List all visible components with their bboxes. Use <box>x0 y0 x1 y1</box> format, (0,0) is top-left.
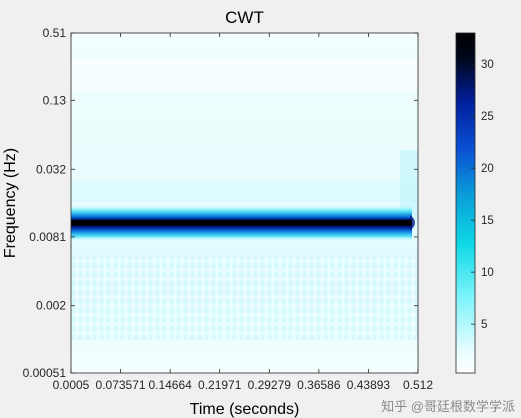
x-tick-label: 0.43893 <box>347 378 391 392</box>
y-axis-label: Frequency (Hz) <box>2 148 19 258</box>
colorbar-tick-label: 25 <box>481 111 494 123</box>
colorbar: 5 10 15 20 25 30 <box>455 32 494 374</box>
x-axis-label: Time (seconds) <box>190 401 300 418</box>
y-axis: 0.51 0.13 0.032 0.0081 0.002 0.00051 <box>23 26 418 380</box>
x-tick-label: 0.073571 <box>96 378 146 392</box>
colorbar-tick-label: 5 <box>481 319 487 331</box>
x-tick-label: 0.21971 <box>198 378 242 392</box>
watermark: 知乎 @哥廷根数学学派 <box>381 399 515 414</box>
chart-title: CWT <box>225 8 264 27</box>
colorbar-ticks: 5 10 15 20 25 30 <box>471 59 494 331</box>
x-axis: 0.0005 0.073571 0.14664 0.21971 0.29279 0.365… <box>53 33 433 392</box>
y-tick-label: 0.032 <box>36 162 66 176</box>
y-tick-label: 0.00051 <box>23 366 67 380</box>
y-tick-label: 0.002 <box>36 299 66 313</box>
mid-haze-band <box>71 180 418 202</box>
colorbar-tick-label: 20 <box>481 163 494 175</box>
colorbar-tick-label: 15 <box>481 215 494 227</box>
plot-area <box>70 32 419 374</box>
edge-effect-region <box>400 150 418 220</box>
x-tick-label: 0.512 <box>403 378 433 392</box>
upper-haze-band <box>71 60 418 90</box>
plot-border <box>70 32 419 374</box>
low-frequency-texture <box>71 255 418 340</box>
x-tick-label: 0.36586 <box>297 378 341 392</box>
ridge-band <box>71 204 415 241</box>
y-tick-label: 0.13 <box>43 93 67 107</box>
colorbar-tick-label: 10 <box>481 267 494 279</box>
x-tick-label: 0.14664 <box>148 378 192 392</box>
y-tick-label: 0.0081 <box>29 230 66 244</box>
x-tick-label: 0.29279 <box>248 378 292 392</box>
x-tick-label: 0.0005 <box>53 378 90 392</box>
y-tick-label: 0.51 <box>43 26 67 40</box>
colorbar-tick-label: 30 <box>481 59 494 71</box>
ridge-edge-taper <box>410 214 415 231</box>
colorbar-gradient <box>455 32 476 374</box>
